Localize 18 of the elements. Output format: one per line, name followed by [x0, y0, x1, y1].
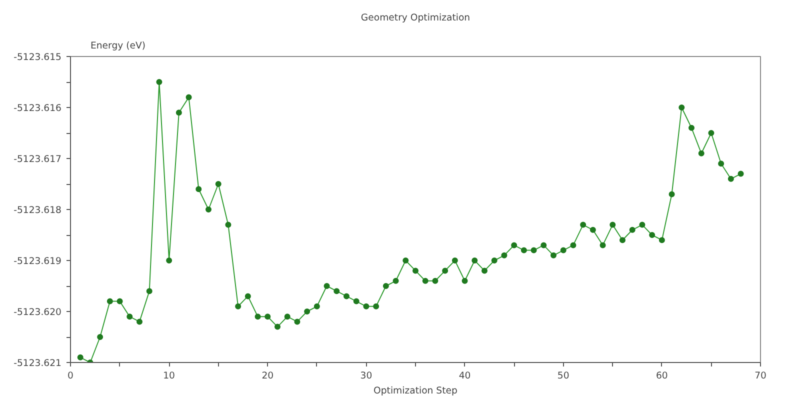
y-tick-label: -5123.621 [14, 358, 62, 369]
x-tick-label: 40 [458, 370, 471, 382]
x-tick-label: 10 [163, 370, 176, 382]
x-axis-title: Optimization Step [374, 386, 458, 396]
y-tick-label: -5123.615 [14, 52, 62, 63]
x-tick-label: 50 [557, 370, 570, 382]
chart-title: Geometry Optimization [360, 12, 470, 24]
y-tick-label: -5123.617 [14, 154, 62, 165]
y-axis-title: Energy (eV) [90, 40, 146, 52]
y-tick-label: -5123.620 [14, 307, 62, 318]
x-tick-label: 30 [360, 370, 372, 382]
y-tick-label: -5123.619 [14, 256, 62, 267]
y-tick-label: -5123.618 [14, 205, 62, 216]
y-tick-label: -5123.616 [14, 103, 62, 114]
x-tick-label: 60 [656, 370, 668, 382]
x-tick-label: 0 [68, 370, 74, 382]
x-tick-label: 70 [754, 370, 766, 382]
x-tick-label: 20 [262, 370, 274, 382]
